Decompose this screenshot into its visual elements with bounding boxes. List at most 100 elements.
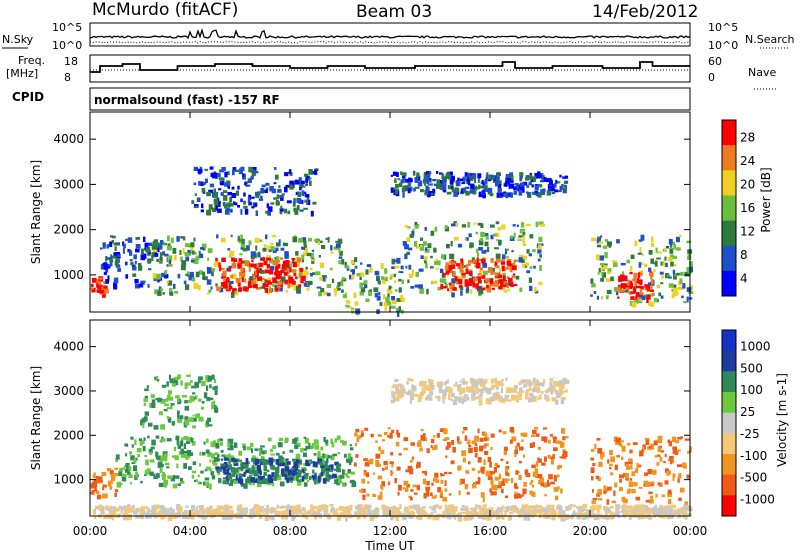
echo-cell [301,237,306,243]
echo-cell [159,261,163,264]
echo-cell [323,513,326,517]
echo-cell [538,394,542,400]
echo-cell [184,416,189,423]
echo-cell [253,466,258,469]
echo-cell [388,481,391,486]
echo-cell [259,471,262,476]
echo-cell [532,471,538,478]
freq-tick-bottom: 8 [64,71,71,84]
echo-cell [360,287,366,293]
echo-cell [209,505,213,510]
echo-cell [212,172,217,179]
echo-cell [213,379,217,384]
echo-cell [302,507,306,512]
echo-cell [317,241,320,246]
echo-cell [484,185,488,192]
echo-cell [500,511,503,516]
echo-cell [494,273,499,277]
echo-cell [221,167,226,171]
echo-cell [215,442,220,449]
echo-cell [196,479,199,482]
echo-cell [392,510,398,516]
echo-cell [274,287,279,292]
echo-cell [192,461,197,466]
echo-cell [531,184,534,188]
echo-cell [270,202,275,205]
echo-cell [128,466,132,472]
echo-cell [215,205,218,211]
echo-cell [276,256,280,260]
echo-cell [520,185,525,190]
echo-cell [323,504,327,509]
echo-cell [249,474,252,478]
echo-cell [505,192,509,199]
echo-cell [132,273,137,277]
echo-cell [363,280,368,284]
echo-cell [102,285,108,291]
echo-cell [662,506,666,512]
echo-cell [226,454,231,460]
echo-cell [514,486,519,489]
echo-cell [206,191,211,197]
echo-cell [673,287,678,294]
echo-cell [421,506,427,509]
echo-cell [201,381,206,387]
echo-cell [320,507,324,510]
echo-cell [560,382,566,385]
echo-cell [303,483,308,486]
echo-cell [172,247,177,254]
echo-cell [678,497,682,501]
echo-cell [416,504,420,509]
echo-cell [134,278,139,284]
echo-cell [585,511,591,514]
echo-cell [425,486,431,491]
echo-cell [628,290,631,294]
echo-cell [268,457,274,464]
echo-cell [111,240,115,244]
echo-cell [577,515,581,518]
echo-cell [188,417,194,422]
echo-cell [144,388,149,392]
echo-cell [113,283,118,290]
echo-cell [275,242,281,247]
echo-cell [270,288,274,292]
echo-cell [548,514,551,520]
echo-cell [276,194,280,200]
echo-cell [621,271,625,275]
echo-cell [500,397,504,403]
echo-cell [204,481,209,487]
echo-cell [258,507,263,513]
echo-cell [306,176,310,179]
echo-cell [317,512,322,516]
echo-cell [188,243,191,248]
echo-cell [482,496,485,503]
echo-cell [355,505,358,511]
echo-cell [493,466,497,473]
echo-cell [465,237,469,241]
echo-cell [443,430,447,435]
echo-cell [95,476,99,479]
echo-cell [296,257,301,263]
echo-cell [260,445,265,448]
echo-cell [504,268,507,272]
echo-cell [661,494,666,498]
echo-cell [369,266,373,273]
echo-cell [285,268,290,275]
echo-cell [311,443,315,449]
echo-cell [618,487,623,492]
echo-cell [318,505,323,508]
echo-cell [197,474,200,477]
echo-cell [368,291,372,297]
echo-cell [296,459,299,463]
echo-cell [669,244,673,248]
echo-cell [116,515,121,518]
echo-cell [529,490,533,495]
echo-cell [233,467,239,473]
echo-cell [114,472,119,477]
echo-cell [128,474,133,479]
echo-cell [440,490,443,496]
echo-cell [269,462,274,467]
echo-cell [674,264,677,267]
echo-cell [330,507,335,511]
echo-cell [177,273,181,279]
